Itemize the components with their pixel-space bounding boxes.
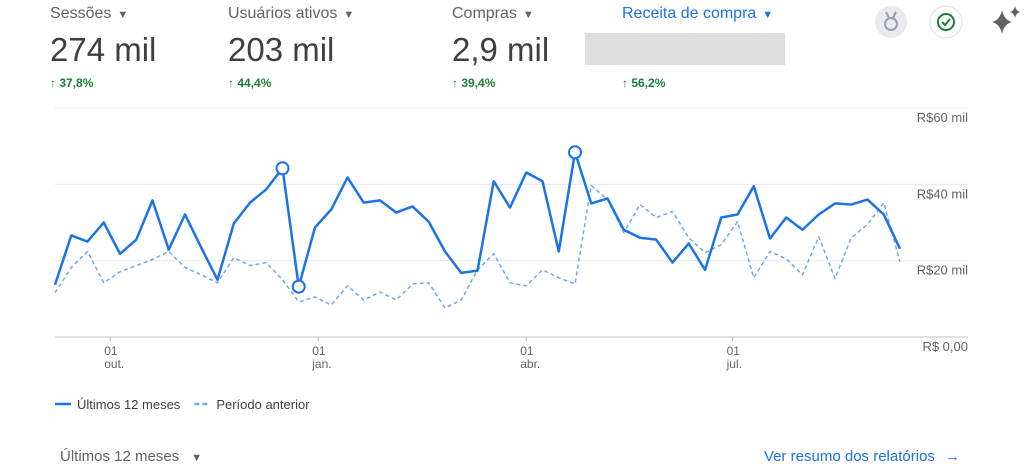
report-link[interactable]: Ver resumo dos relatórios → — [764, 448, 960, 465]
y-tick-label: R$20 mil — [917, 263, 968, 278]
change: 39,4% — [461, 76, 496, 90]
metric-value-text: 2,9 mil — [452, 31, 550, 68]
link[interactable]: Ver resumo dos relatórios — [764, 448, 935, 465]
x-tick-label: abr. — [520, 357, 540, 371]
x-tick-label: 01 — [520, 344, 534, 358]
x-tick-label: 01 — [727, 344, 741, 358]
metric-label-text: Sessões — [50, 5, 112, 22]
icons — [875, 5, 1020, 39]
series-line — [54, 184, 901, 309]
metric[interactable]: Sessões ▼ 274 mil ↑ 37,8% — [50, 0, 156, 90]
metric-value-text: 274 mil — [50, 31, 157, 68]
metric[interactable]: Receita de compra ▼ ↑ 56,2% — [622, 0, 773, 90]
metric-value-text: 203 mil — [228, 31, 335, 68]
redacted — [585, 33, 785, 65]
period[interactable]: Últimos 12 meses — [60, 448, 180, 465]
metric-label: Usuários ativos ▼ — [228, 5, 355, 22]
metric-label-text: Receita de compra — [622, 5, 757, 22]
metric-change: ↑ 44,4% — [228, 76, 272, 90]
metric-label: Receita de compra ▼ — [622, 5, 774, 22]
metric-value: 203 mil — [228, 28, 354, 72]
series-line — [53, 151, 902, 288]
x-tick-label: 01 — [104, 344, 118, 358]
metric-value: 2,9 mil — [452, 28, 549, 72]
x-tick-label: jul. — [726, 357, 742, 371]
legend-item: Últimos 12 meses — [55, 397, 181, 412]
metric[interactable]: Usuários ativos ▼ 203 mil ↑ 44,4% — [228, 0, 354, 90]
legend-label: Período anterior — [216, 397, 310, 412]
y-tick-label: R$60 mil — [917, 110, 968, 125]
metric-change: ↑ 37,8% — [50, 76, 94, 90]
highlight-point — [275, 161, 290, 176]
highlight-point — [291, 279, 306, 294]
period-selector[interactable]: Últimos 12 meses ▼ — [60, 448, 203, 465]
metric-value: 274 mil — [50, 28, 156, 72]
x-tick-label: jan. — [311, 357, 331, 371]
y-tick-label: R$ 0,00 — [922, 339, 968, 354]
metric-change: ↑ 39,4% — [452, 76, 496, 90]
legend-item: Período anterior — [194, 397, 310, 412]
highlight-point — [568, 145, 582, 160]
metric-change: ↑ 56,2% — [622, 76, 666, 90]
change: 44,4% — [237, 76, 272, 90]
y-tick-label: R$40 mil — [917, 186, 968, 201]
metric-label: Compras ▼ — [452, 5, 534, 22]
x-tick-label: 01 — [312, 344, 326, 358]
metric-label: Sessões ▼ — [50, 5, 129, 22]
metric[interactable]: Compras ▼ 2,9 mil ↑ 39,4% — [452, 0, 549, 90]
x-tick-label: out. — [104, 357, 124, 371]
legend-label: Últimos 12 meses — [77, 397, 181, 412]
change: 56,2% — [631, 76, 666, 90]
change: 37,8% — [59, 76, 94, 90]
metric-label-text: Usuários ativos — [228, 5, 338, 22]
metric-label-text: Compras — [452, 5, 517, 22]
